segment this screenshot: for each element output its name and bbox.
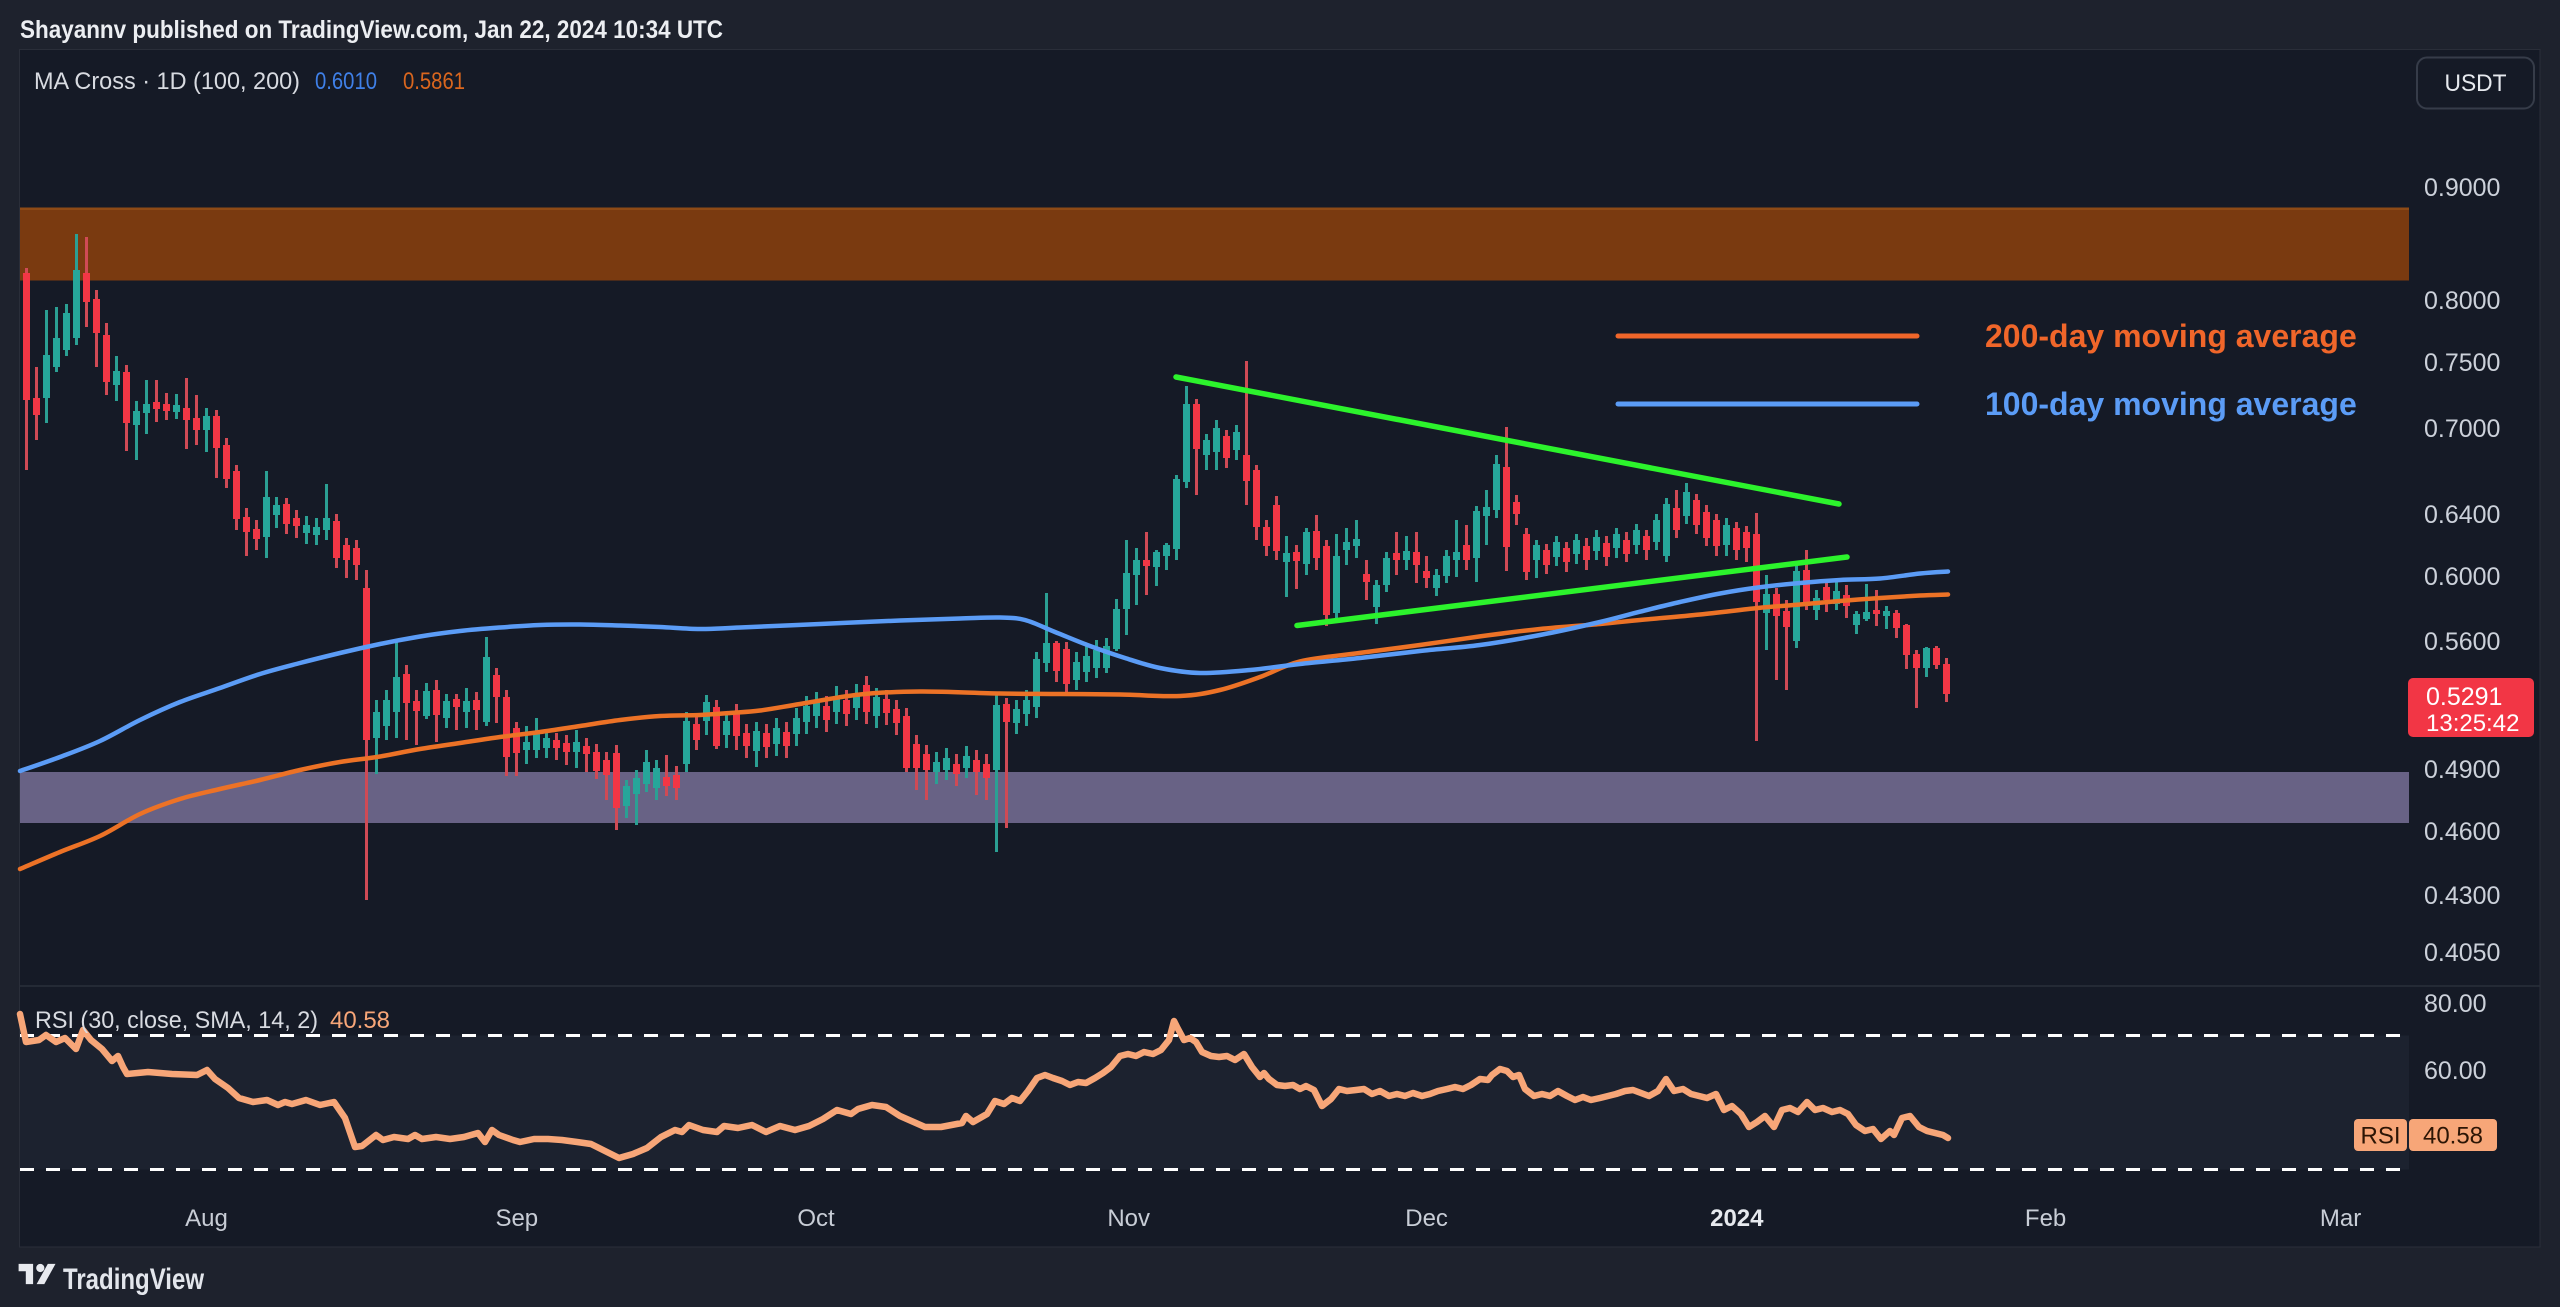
- svg-text:0.5861: 0.5861: [403, 68, 465, 95]
- svg-text:0.4600: 0.4600: [2424, 818, 2500, 846]
- svg-text:Sep: Sep: [495, 1205, 538, 1232]
- svg-text:100-day moving average: 100-day moving average: [1985, 386, 2357, 422]
- svg-text:USDT: USDT: [2445, 70, 2507, 97]
- svg-text:Nov: Nov: [1107, 1205, 1150, 1232]
- svg-text:Mar: Mar: [2320, 1205, 2361, 1232]
- svg-text:0.6400: 0.6400: [2424, 501, 2500, 529]
- svg-text:0.4900: 0.4900: [2424, 756, 2500, 784]
- svg-text:13:25:42: 13:25:42: [2426, 710, 2519, 737]
- svg-text:40.58: 40.58: [330, 1007, 390, 1034]
- svg-text:RSI (30, close, SMA, 14, 2): RSI (30, close, SMA, 14, 2): [35, 1007, 318, 1034]
- svg-text:0.6010: 0.6010: [315, 68, 377, 95]
- svg-text:40.58: 40.58: [2423, 1123, 2483, 1150]
- svg-text:0.8000: 0.8000: [2424, 287, 2500, 315]
- svg-text:Aug: Aug: [185, 1205, 228, 1232]
- svg-text:Feb: Feb: [2025, 1205, 2066, 1232]
- svg-text:MA Cross · 1D (100, 200): MA Cross · 1D (100, 200): [34, 68, 300, 95]
- svg-text:2024: 2024: [1710, 1205, 1764, 1232]
- svg-text:0.5291: 0.5291: [2426, 683, 2502, 711]
- svg-text:Dec: Dec: [1405, 1205, 1448, 1232]
- svg-text:0.7500: 0.7500: [2424, 349, 2500, 377]
- svg-text:Shayannv published on TradingV: Shayannv published on TradingView.com, J…: [20, 16, 723, 44]
- svg-text:200-day moving average: 200-day moving average: [1985, 318, 2357, 354]
- svg-text:0.4300: 0.4300: [2424, 882, 2500, 910]
- svg-text:Oct: Oct: [797, 1205, 835, 1232]
- svg-text:80.00: 80.00: [2424, 990, 2487, 1018]
- svg-text:0.7000: 0.7000: [2424, 415, 2500, 443]
- svg-text:0.4050: 0.4050: [2424, 939, 2500, 967]
- svg-text:0.6000: 0.6000: [2424, 563, 2500, 591]
- svg-text:0.5600: 0.5600: [2424, 628, 2500, 656]
- svg-text:0.9000: 0.9000: [2424, 174, 2500, 202]
- svg-text:RSI: RSI: [2360, 1123, 2400, 1150]
- svg-text:60.00: 60.00: [2424, 1057, 2487, 1085]
- svg-text:TradingView: TradingView: [63, 1263, 205, 1296]
